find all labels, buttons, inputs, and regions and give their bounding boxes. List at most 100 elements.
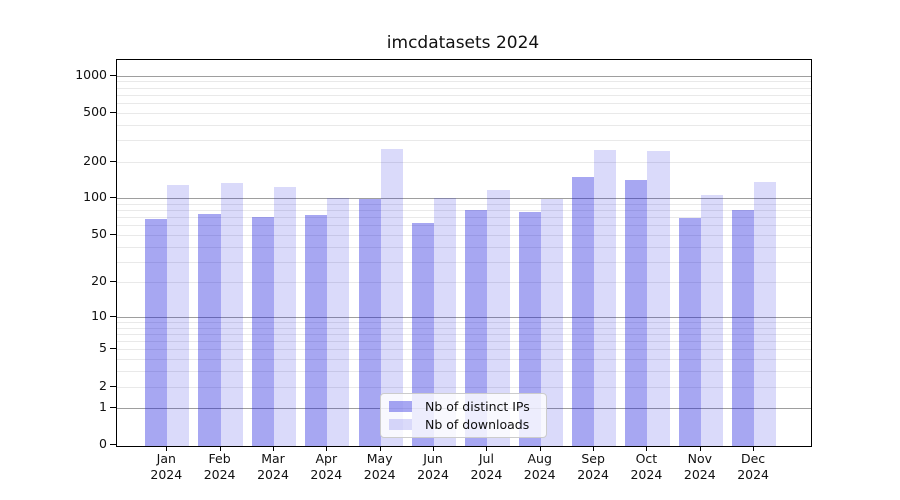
x-tick-label-aug: Aug 2024: [523, 451, 556, 482]
x-tick-jul: [486, 446, 488, 451]
gridline-y-400: [117, 124, 811, 126]
gridline-y-6: [117, 341, 811, 343]
y-tick-label-20: 20: [91, 273, 107, 289]
x-tick-label-sep: Sep 2024: [577, 451, 609, 482]
gridline-y-8: [117, 327, 811, 329]
y-tick-200: [110, 160, 116, 162]
y-tick-label-200: 200: [83, 152, 107, 168]
chart-title: imcdatasets 2024: [386, 33, 540, 53]
gridline-y-20: [117, 282, 811, 284]
gridline-y-30: [117, 261, 811, 263]
bar-distinct-ips-oct: [625, 180, 648, 446]
bar-downloads-jan: [167, 184, 190, 446]
x-tick-label-mar: Mar 2024: [257, 451, 289, 482]
bar-downloads-jun: [434, 198, 457, 446]
gridline-y-300: [117, 139, 811, 141]
gridline-y-7: [117, 334, 811, 335]
bar-distinct-ips-may: [358, 199, 381, 446]
x-tick-may: [379, 446, 381, 451]
bar-distinct-ips-aug: [518, 211, 541, 446]
x-tick-label-apr: Apr 2024: [310, 451, 343, 482]
y-tick-label-2: 2: [99, 377, 107, 393]
x-tick-apr: [326, 446, 328, 451]
x-tick-oct: [646, 446, 648, 451]
x-tick-mar: [273, 446, 274, 451]
y-tick-label-50: 50: [91, 225, 107, 241]
gridline-y-1000: [117, 75, 811, 77]
gridline-y-5: [117, 349, 811, 351]
y-tick-1000: [110, 74, 116, 76]
bar-downloads-aug: [540, 199, 563, 446]
legend-label-distinct-ips: Nb of distinct IPs: [425, 398, 530, 414]
x-tick-label-oct: Oct 2024: [630, 451, 663, 482]
plot-area: Nb of distinct IPs Nb of downloads: [116, 59, 812, 447]
x-tick-label-jul: Jul 2024: [470, 451, 503, 482]
y-tick-label-500: 500: [83, 103, 107, 119]
x-tick-label-may: May 2024: [363, 451, 396, 482]
bar-downloads-apr: [327, 198, 350, 446]
gridline-y-10: [117, 317, 811, 318]
x-tick-label-dec: Dec 2024: [737, 451, 769, 482]
gridline-y-70: [117, 217, 811, 219]
y-tick-50: [110, 233, 116, 235]
gridline-y-50: [117, 234, 811, 236]
y-tick-label-10: 10: [91, 308, 107, 323]
y-tick-label-5: 5: [99, 340, 107, 356]
x-tick-label-feb: Feb 2024: [203, 451, 236, 482]
y-tick-10: [110, 316, 116, 317]
gridline-y-60: [117, 225, 811, 227]
gridline-y-90: [117, 203, 811, 205]
y-tick-5: [110, 348, 116, 350]
y-tick-2: [110, 385, 116, 387]
bar-distinct-ips-jun: [411, 222, 434, 446]
gridline-y-700: [117, 94, 811, 96]
gridline-y-200: [117, 161, 811, 163]
x-tick-dec: [753, 446, 755, 451]
x-tick-jun: [433, 446, 434, 451]
bar-distinct-ips-dec: [731, 209, 755, 446]
gridline-y-800: [117, 87, 811, 89]
gridline-y-3: [117, 371, 811, 373]
gridline-y-100: [117, 198, 811, 200]
gridline-y-600: [117, 102, 811, 104]
y-tick-label-1: 1: [99, 399, 107, 415]
gridline-y-2: [117, 386, 811, 388]
x-tick-label-jan: Jan 2024: [150, 451, 183, 482]
legend-row-downloads: Nb of downloads: [381, 416, 546, 433]
gridline-y-9: [117, 322, 811, 324]
x-tick-sep: [593, 446, 595, 451]
bar-distinct-ips-jan: [145, 218, 168, 446]
bar-distinct-ips-sep: [571, 176, 595, 446]
gridline-y-900: [117, 81, 811, 83]
gridline-y-40: [117, 246, 811, 248]
x-tick-label-nov: Nov 2024: [683, 451, 716, 482]
bar-distinct-ips-nov: [678, 218, 701, 446]
x-tick-feb: [219, 446, 221, 451]
bar-downloads-jul: [487, 189, 510, 446]
legend-swatch-downloads: [389, 419, 412, 431]
x-tick-nov: [699, 446, 701, 451]
x-tick-label-jun: Jun 2024: [417, 451, 449, 482]
bar-downloads-nov: [700, 194, 723, 446]
y-tick-100: [110, 197, 116, 199]
y-tick-label-0: 0: [99, 436, 107, 452]
x-tick-jan: [166, 446, 168, 451]
legend-swatch-distinct-ips: [389, 400, 412, 412]
y-tick-500: [110, 111, 116, 113]
bar-distinct-ips-mar: [251, 216, 274, 446]
bar-downloads-dec: [754, 182, 777, 446]
y-tick-0: [110, 444, 116, 446]
bar-downloads-sep: [594, 150, 617, 446]
legend-row-distinct-ips: Nb of distinct IPs: [381, 398, 546, 415]
y-tick-1: [110, 407, 116, 409]
bar-downloads-may: [380, 149, 403, 446]
gridline-y-4: [117, 359, 811, 361]
y-tick-label-1000: 1000: [75, 66, 107, 82]
bar-downloads-oct: [647, 150, 670, 446]
gridline-y-500: [117, 112, 811, 114]
gridline-y-80: [117, 210, 811, 212]
bar-downloads-feb: [220, 182, 243, 446]
bar-distinct-ips-apr: [305, 215, 328, 446]
y-tick-label-100: 100: [83, 189, 107, 205]
